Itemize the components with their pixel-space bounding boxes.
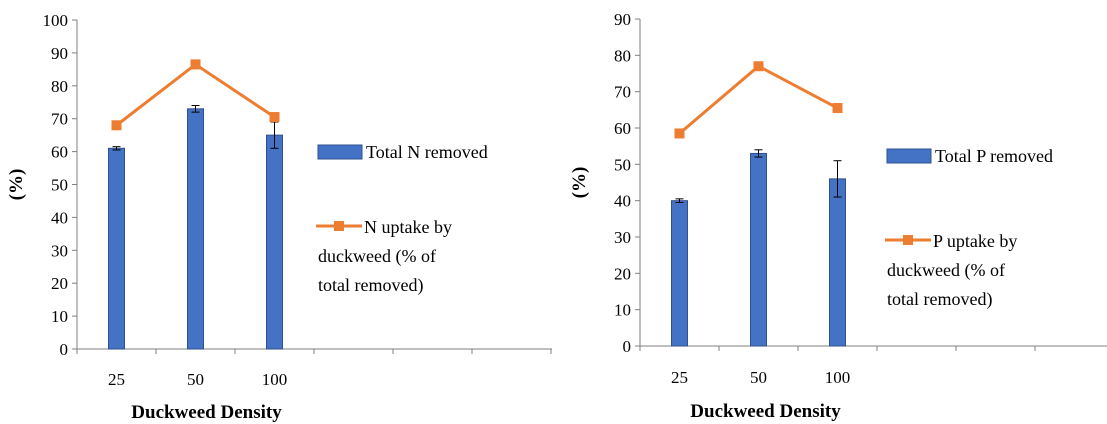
y-tick-label: 80 [51,77,68,96]
y-tick-label: 0 [60,340,69,359]
uptake-marker-50 [190,59,201,70]
legend-line-label: N uptake by [364,217,452,237]
y-tick-label: 30 [51,241,68,260]
y-tick-label: 10 [614,301,631,320]
y-tick-label: 20 [51,274,68,293]
x-tick-label: 50 [187,370,204,389]
legend-line-label: P uptake by [933,231,1017,251]
x-axis-title: Duckweed Density [690,401,841,422]
legend-line-label: duckweed (% of [318,246,436,267]
y-tick-label: 0 [623,337,632,356]
uptake-marker-25 [674,128,685,139]
bar-25 [671,200,688,347]
bar-100 [266,134,283,350]
x-tick-label: 25 [671,368,688,387]
legend-line-marker [903,235,913,245]
uptake-marker-100 [269,112,280,123]
y-tick-label: 60 [614,119,631,138]
legend-line-label: total removed) [318,275,423,296]
uptake-marker-100 [832,103,843,114]
y-tick-label: 40 [51,208,68,227]
y-tick-label: 90 [614,10,631,29]
y-tick-label: 70 [51,110,68,129]
legend-bar-swatch [886,148,932,164]
bar-50 [187,108,204,350]
y-tick-label: 60 [51,143,68,162]
y-tick-label: 40 [614,192,631,211]
x-tick-label: 50 [750,368,767,387]
legend-line-label: duckweed (% of [887,260,1005,281]
y-tick-label: 50 [51,176,68,195]
y-tick-label: 20 [614,264,631,283]
y-axis-title: (%) [569,167,590,199]
x-tick-label: 100 [262,370,288,389]
legend-line-marker [334,221,344,231]
y-axis-title: (%) [6,169,27,201]
y-tick-label: 80 [614,46,631,65]
x-tick-label: 25 [108,370,125,389]
phosphorus-chart: 0 10 20 30 40 50 60 70 80 90 25 50 100 Total P remove… [569,10,1107,422]
bar-25 [108,147,125,350]
legend-bar-label: Total N removed [366,142,488,162]
bar-50 [750,152,767,347]
x-tick-label: 100 [825,368,851,387]
uptake-marker-50 [753,61,764,72]
y-tick-label: 30 [614,228,631,247]
y-tick-label: 100 [43,11,69,30]
legend-line-label: total removed) [887,289,992,310]
legend-bar-swatch [317,144,363,160]
chart-panel-nitrogen: 0 10 20 30 40 50 60 70 80 90 100 25 50 100 Total N rem… [6,11,552,423]
y-tick-label: 70 [614,83,631,102]
nitrogen-chart: 0 10 20 30 40 50 60 70 80 90 100 25 50 100 Total N rem… [6,11,552,423]
legend-bar-label: Total P removed [935,146,1053,166]
x-axis-title: Duckweed Density [131,402,282,423]
y-tick-label: 10 [51,307,68,326]
y-tick-label: 50 [614,155,631,174]
uptake-line [678,64,839,135]
bar-100 [829,178,846,347]
y-tick-label: 90 [51,44,68,63]
uptake-marker-25 [111,120,122,131]
chart-panel-phosphorus: 0 10 20 30 40 50 60 70 80 90 25 50 100 Total P remove… [555,0,1107,424]
